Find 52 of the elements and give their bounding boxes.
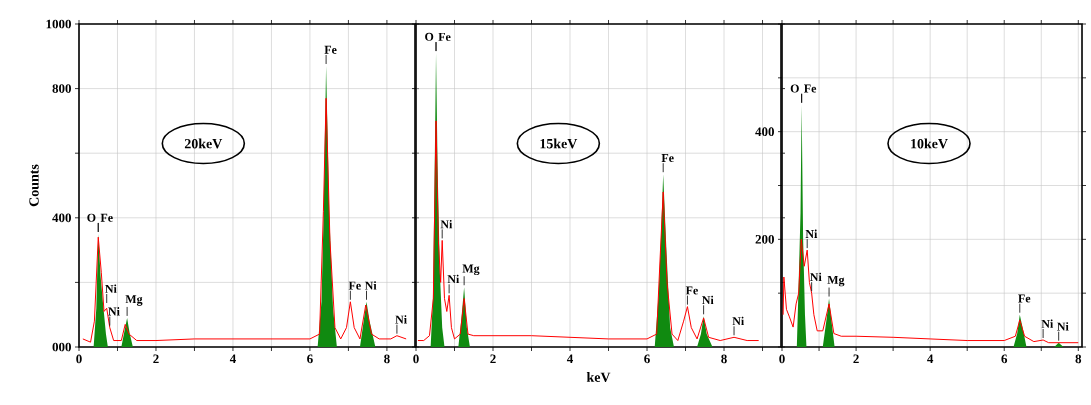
- annotation: Fe: [100, 213, 113, 222]
- annotation: 10keV: [911, 138, 948, 149]
- annotation: Fe: [661, 154, 674, 162]
- y-tick-label: 400: [755, 127, 774, 137]
- x-tick-label: 0: [779, 354, 785, 364]
- annotation: Ni: [440, 219, 453, 229]
- x-tick-label: 2: [853, 354, 859, 364]
- annotation: O: [425, 32, 434, 41]
- annotation: Ni: [395, 315, 407, 324]
- x-tick-label: 2: [490, 354, 496, 364]
- x-tick-label: 6: [1001, 354, 1008, 364]
- annotation: 15keV: [540, 138, 578, 149]
- annotation: Ni: [108, 307, 120, 316]
- annotation: Fe: [438, 32, 451, 41]
- annotation: Mg: [125, 295, 143, 306]
- annotation: Ni: [732, 316, 744, 326]
- x-tick-label: 6: [307, 354, 313, 364]
- annotation: Ni: [805, 229, 818, 238]
- x-tick-label: 0: [413, 354, 419, 364]
- x-tick-label: 0: [76, 354, 82, 364]
- annotation: O: [87, 213, 96, 222]
- x-tick-label: 4: [927, 354, 934, 364]
- annotation: Ni: [810, 272, 822, 281]
- annotation: O: [790, 84, 799, 93]
- y-tick-label: 400: [52, 213, 71, 223]
- y-tick-label: 800: [52, 84, 71, 93]
- annotation: Fe: [804, 84, 817, 93]
- annotation: Ni: [1041, 319, 1054, 328]
- annotation: Ni: [447, 274, 460, 284]
- annotation: Ni: [1057, 322, 1069, 331]
- y-tick-label: 1000: [46, 19, 71, 29]
- y-tick-label: 200: [755, 234, 774, 244]
- y-tick-label: 000: [52, 342, 71, 352]
- x-axis-title: keV: [586, 372, 611, 382]
- annotation: Fe: [685, 286, 698, 295]
- x-tick-label: 2: [153, 354, 159, 364]
- annotation: Mg: [462, 264, 480, 276]
- annotation: 20keV: [184, 138, 223, 149]
- x-tick-label: 8: [384, 354, 390, 364]
- annotation: Ni: [702, 295, 714, 305]
- annotation: Mg: [827, 275, 845, 287]
- annotation: Ni: [105, 284, 117, 293]
- annotation: Fe: [348, 281, 361, 290]
- annotation: Ni: [364, 281, 377, 290]
- x-tick-label: 6: [644, 354, 650, 364]
- x-tick-label: 8: [721, 354, 727, 364]
- annotation: Fe: [1018, 294, 1031, 303]
- y-axis-title: Counts: [29, 164, 39, 207]
- x-tick-label: 8: [1075, 354, 1082, 364]
- x-tick-label: 4: [229, 354, 236, 364]
- x-tick-label: 4: [566, 354, 574, 364]
- annotation: Fe: [324, 45, 337, 54]
